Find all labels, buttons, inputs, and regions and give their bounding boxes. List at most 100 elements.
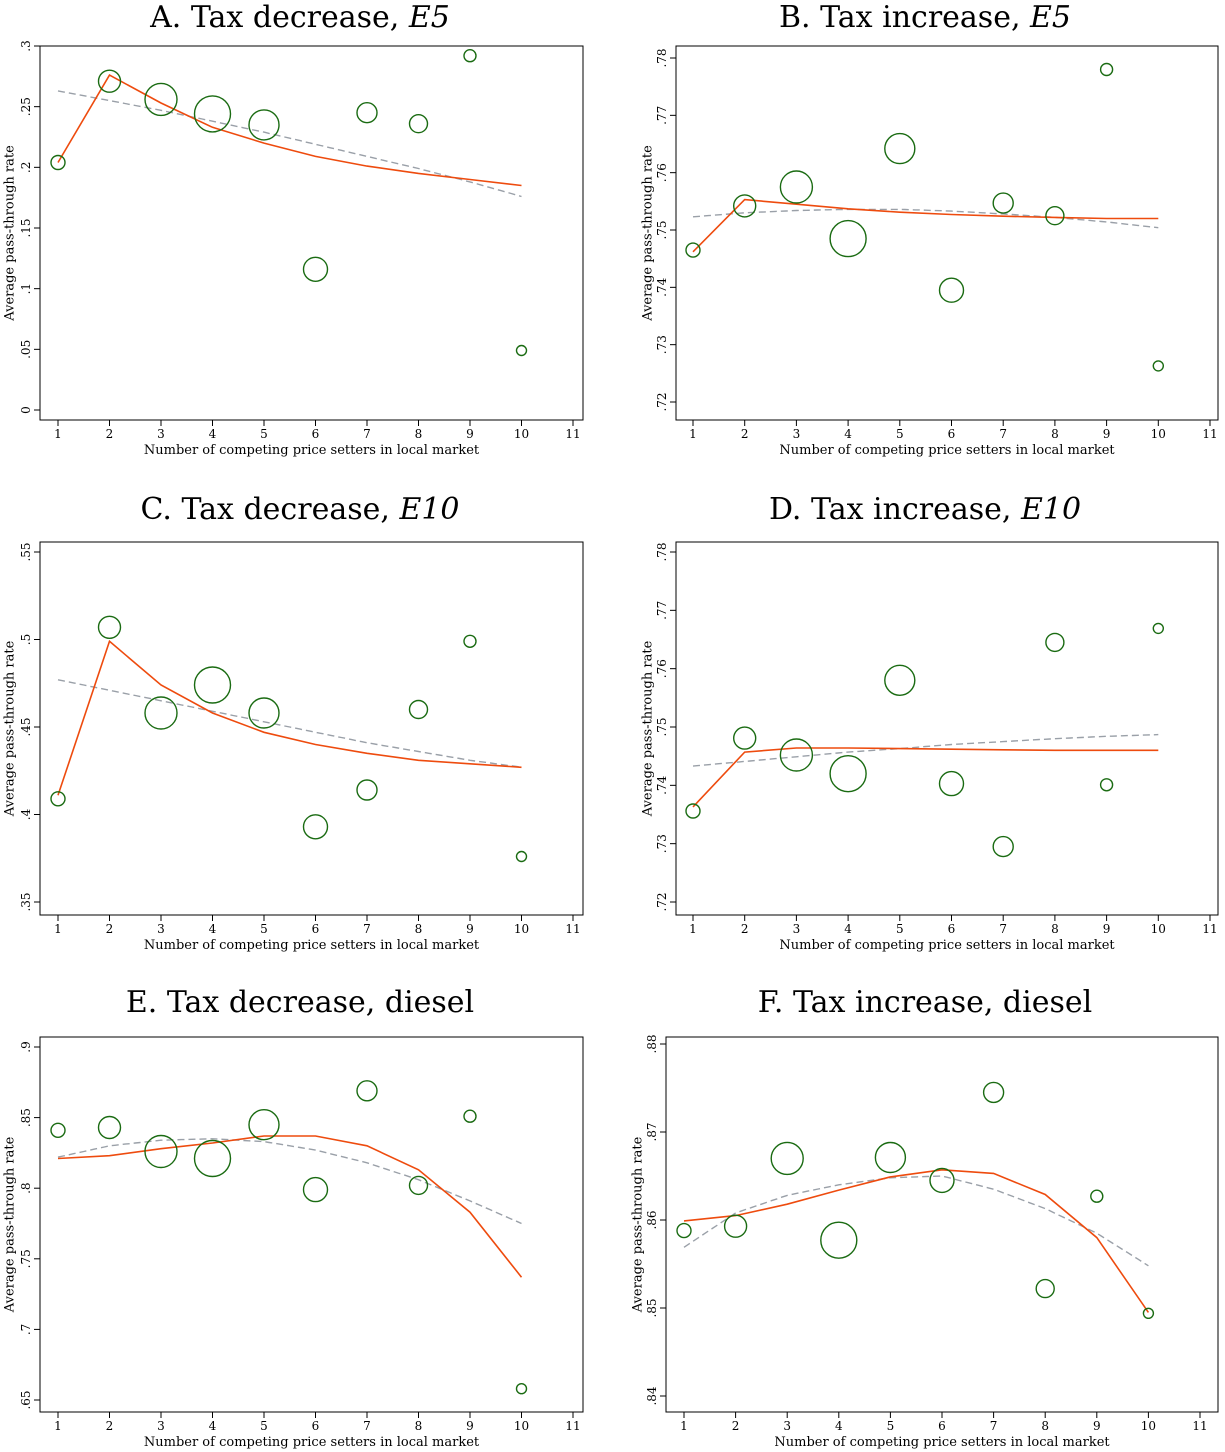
x-tick-label: 5: [260, 922, 268, 936]
scatter-point: [723, 1214, 748, 1238]
y-tick-label: .84: [645, 1386, 659, 1405]
x-tick-label: 3: [783, 1419, 791, 1433]
scatter-point: [193, 666, 232, 704]
x-tick-label: 3: [793, 922, 801, 936]
x-tick-label: 9: [1103, 922, 1111, 936]
y-tick-label: .9: [19, 1041, 33, 1052]
x-tick-label: 7: [363, 427, 371, 441]
x-tick-label: 4: [209, 1419, 217, 1433]
x-tick-label: 1: [54, 922, 62, 936]
panel-title-e: E. Tax decrease, diesel: [0, 985, 600, 1020]
scatter-point: [356, 101, 378, 124]
panel-title-f-main: F. Tax increase, diesel: [757, 985, 1093, 1020]
scatter-point: [874, 1141, 907, 1174]
y-tick-label: .78: [655, 542, 669, 561]
scatter-point: [515, 1382, 528, 1395]
scatter-point: [733, 726, 757, 750]
panel-title-b-main: B. Tax increase,: [778, 0, 1031, 35]
panel-title-c-italic: E10: [399, 492, 460, 527]
chart-panel-d: 1 2 3 4 5 6 7 8 9 10 11 .72 .73 .74 .75 .76 .77 .78 Number…: [641, 541, 1219, 953]
scatter-point: [50, 154, 66, 171]
panel-title-a-italic: E5: [408, 0, 450, 35]
x-tick-label: 3: [793, 427, 801, 441]
y-tick-label: .75: [19, 1249, 33, 1268]
scatter-point: [248, 1108, 280, 1141]
scatter-point: [463, 49, 477, 63]
x-tick-label: 4: [844, 427, 852, 441]
scatter-point: [144, 82, 178, 117]
scatter-point: [982, 1081, 1005, 1104]
y-tick-label: 0: [19, 406, 33, 414]
quadratic-fit-line: [692, 733, 1159, 767]
x-tick-label: 6: [938, 1419, 946, 1433]
chart-panel-a: 1 2 3 4 5 6 7 8 9 10 11 0 .05 .1 .15 .2 .25 .3 Number of c…: [3, 40, 584, 458]
scatter-point: [938, 277, 965, 303]
x-tick-label: 4: [835, 1419, 843, 1433]
scatter-point: [463, 634, 477, 648]
quadratic-fit-line: [57, 679, 522, 768]
y-axis-label: Average pass-through rate: [3, 640, 18, 817]
y-tick-label: .75: [655, 220, 669, 239]
y-tick-label: .73: [655, 335, 669, 354]
y-tick-label: .7: [19, 1324, 33, 1335]
x-tick-label: 4: [209, 922, 217, 936]
y-tick-label: .78: [655, 48, 669, 67]
x-tick-label: 6: [312, 922, 320, 936]
x-tick-label: 1: [689, 922, 697, 936]
y-tick-label: .73: [655, 834, 669, 853]
scatter-point: [779, 738, 814, 772]
x-tick-label: 1: [54, 427, 62, 441]
scatter-point: [1099, 62, 1114, 77]
x-tick-label: 2: [106, 922, 114, 936]
x-axis-label: Number of competing price setters in loc…: [144, 1435, 480, 1450]
fit-line: [683, 1168, 1150, 1313]
y-tick-label: .87: [645, 1122, 659, 1141]
scatter-point: [97, 1115, 122, 1140]
scatter-point: [144, 1134, 178, 1169]
x-tick-label: 6: [948, 922, 956, 936]
scatter-point: [193, 95, 232, 133]
y-tick-label: .85: [19, 1108, 33, 1127]
scatter-point: [356, 1080, 378, 1102]
scatter-point: [733, 194, 757, 218]
x-tick-label: 5: [896, 427, 904, 441]
x-tick-label: 9: [466, 427, 474, 441]
scatter-point: [676, 1222, 692, 1239]
x-tick-label: 11: [1202, 922, 1217, 936]
plot-frame: [675, 45, 1219, 421]
scatter-point: [1099, 778, 1114, 792]
y-tick-label: .75: [655, 717, 669, 736]
fit-line: [57, 639, 522, 796]
scatter-point: [248, 697, 280, 729]
x-tick-label: 11: [565, 922, 580, 936]
fit-line: [692, 747, 1159, 808]
x-tick-label: 9: [1093, 1419, 1101, 1433]
x-tick-label: 3: [157, 922, 165, 936]
panel-title-d: D. Tax increase, E10: [625, 492, 1225, 527]
scatter-point: [685, 803, 701, 819]
scatter-point: [97, 69, 122, 93]
y-tick-label: .85: [645, 1298, 659, 1317]
x-tick-label: 8: [1051, 427, 1059, 441]
scatter-point: [302, 814, 329, 840]
scatter-point: [50, 1122, 66, 1139]
y-tick-label: .4: [19, 808, 33, 820]
y-tick-label: .55: [19, 542, 33, 561]
y-tick-label: .1: [19, 283, 33, 294]
x-tick-label: 3: [157, 427, 165, 441]
y-tick-label: .5: [19, 634, 33, 645]
y-tick-label: .76: [655, 659, 669, 678]
scatter-point: [779, 170, 814, 204]
x-tick-label: 11: [565, 427, 580, 441]
scatter-point: [1045, 205, 1065, 226]
scatter-point: [248, 109, 280, 141]
scatter-point: [1152, 360, 1165, 372]
x-tick-label: 4: [844, 922, 852, 936]
y-axis-label: Average pass-through rate: [641, 640, 656, 817]
y-tick-label: .2: [19, 162, 33, 173]
scatter-point: [408, 699, 429, 720]
chart-panel-b: 1 2 3 4 5 6 7 8 9 10 11 .72 .73 .74 .75 .76 .77 .78 Number…: [641, 45, 1219, 458]
scatter-point: [302, 256, 329, 282]
y-axis-label: Average pass-through rate: [3, 145, 18, 322]
x-tick-label: 8: [415, 1419, 423, 1433]
